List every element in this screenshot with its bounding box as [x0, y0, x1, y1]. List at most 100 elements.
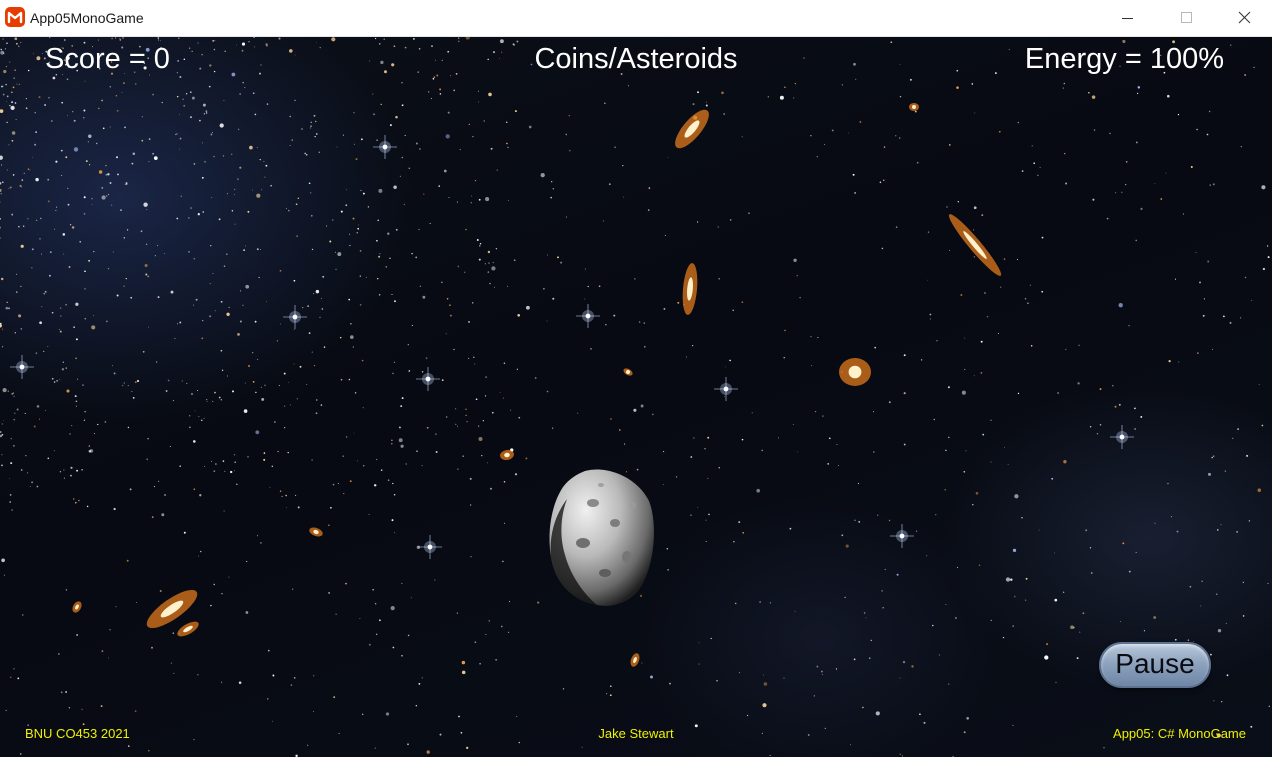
star: [482, 420, 485, 422]
star: [84, 411, 86, 413]
star: [1114, 405, 1117, 408]
star: [407, 743, 409, 746]
star: [272, 674, 275, 677]
flare-star: [416, 367, 440, 391]
star: [662, 484, 664, 485]
star: [256, 535, 259, 537]
star: [911, 665, 914, 668]
star: [1196, 128, 1198, 131]
star: [1199, 281, 1201, 284]
star: [39, 238, 41, 240]
star: [1014, 494, 1019, 499]
star: [462, 455, 464, 457]
star: [10, 105, 15, 111]
star: [1118, 303, 1123, 308]
star: [1062, 87, 1065, 89]
star: [422, 295, 426, 299]
pause-button[interactable]: Pause: [1099, 642, 1211, 688]
star: [12, 86, 15, 89]
star: [973, 206, 977, 210]
star: [973, 256, 976, 258]
star: [61, 46, 63, 48]
star: [359, 304, 362, 306]
star: [88, 445, 91, 447]
star: [125, 182, 128, 185]
star: [751, 412, 753, 414]
star: [2, 388, 7, 393]
star: [783, 677, 785, 679]
star: [140, 230, 143, 233]
star: [841, 534, 844, 537]
star: [927, 231, 930, 233]
star: [483, 120, 485, 122]
star: [1240, 317, 1242, 319]
star: [27, 218, 29, 220]
star: [676, 476, 678, 478]
star: [209, 315, 212, 318]
star: [16, 408, 19, 411]
star: [58, 653, 60, 655]
star: [1112, 385, 1114, 387]
star: [1021, 170, 1024, 172]
star: [48, 61, 51, 64]
star: [1242, 615, 1245, 617]
star: [122, 384, 124, 387]
game-canvas[interactable]: Score = 0 Coins/Asteroids Energy = 100% …: [0, 37, 1272, 757]
star: [145, 243, 148, 245]
star: [879, 181, 882, 184]
star: [25, 98, 27, 100]
star: [606, 693, 608, 695]
star: [190, 91, 192, 93]
star: [115, 37, 117, 39]
star: [5, 306, 9, 310]
star: [496, 169, 498, 171]
star: [389, 257, 391, 259]
star: [923, 721, 926, 724]
star: [127, 385, 129, 387]
star: [218, 396, 221, 399]
star: [65, 367, 67, 369]
star: [445, 134, 450, 139]
star: [43, 350, 45, 353]
star: [22, 614, 24, 616]
star: [101, 195, 106, 200]
star: [267, 698, 269, 700]
star: [1082, 612, 1085, 615]
star: [392, 482, 394, 485]
star: [947, 386, 950, 389]
star: [164, 252, 166, 254]
close-button[interactable]: [1214, 0, 1272, 36]
star: [1226, 674, 1229, 677]
star: [179, 113, 181, 115]
star: [431, 45, 433, 47]
star: [307, 305, 309, 307]
star: [297, 506, 300, 509]
star: [1213, 700, 1215, 702]
star: [1140, 415, 1143, 418]
star: [1062, 591, 1065, 593]
star: [391, 63, 395, 67]
star: [419, 285, 422, 288]
star: [618, 429, 621, 431]
minimize-button[interactable]: [1098, 0, 1156, 36]
star: [213, 470, 216, 473]
star: [293, 328, 295, 330]
maximize-button[interactable]: [1156, 0, 1214, 36]
star: [643, 345, 646, 348]
star: [224, 470, 226, 472]
star: [8, 477, 10, 479]
title-bar[interactable]: App05MonoGame: [0, 0, 1272, 37]
star: [53, 48, 55, 50]
star: [854, 192, 856, 194]
star: [93, 315, 94, 317]
star: [32, 53, 35, 55]
star: [221, 593, 223, 595]
star: [1051, 477, 1054, 480]
star: [411, 324, 413, 327]
star: [224, 50, 226, 53]
star: [213, 583, 215, 586]
star: [23, 172, 25, 174]
star: [1211, 348, 1213, 350]
star: [455, 73, 458, 75]
star: [91, 325, 96, 330]
